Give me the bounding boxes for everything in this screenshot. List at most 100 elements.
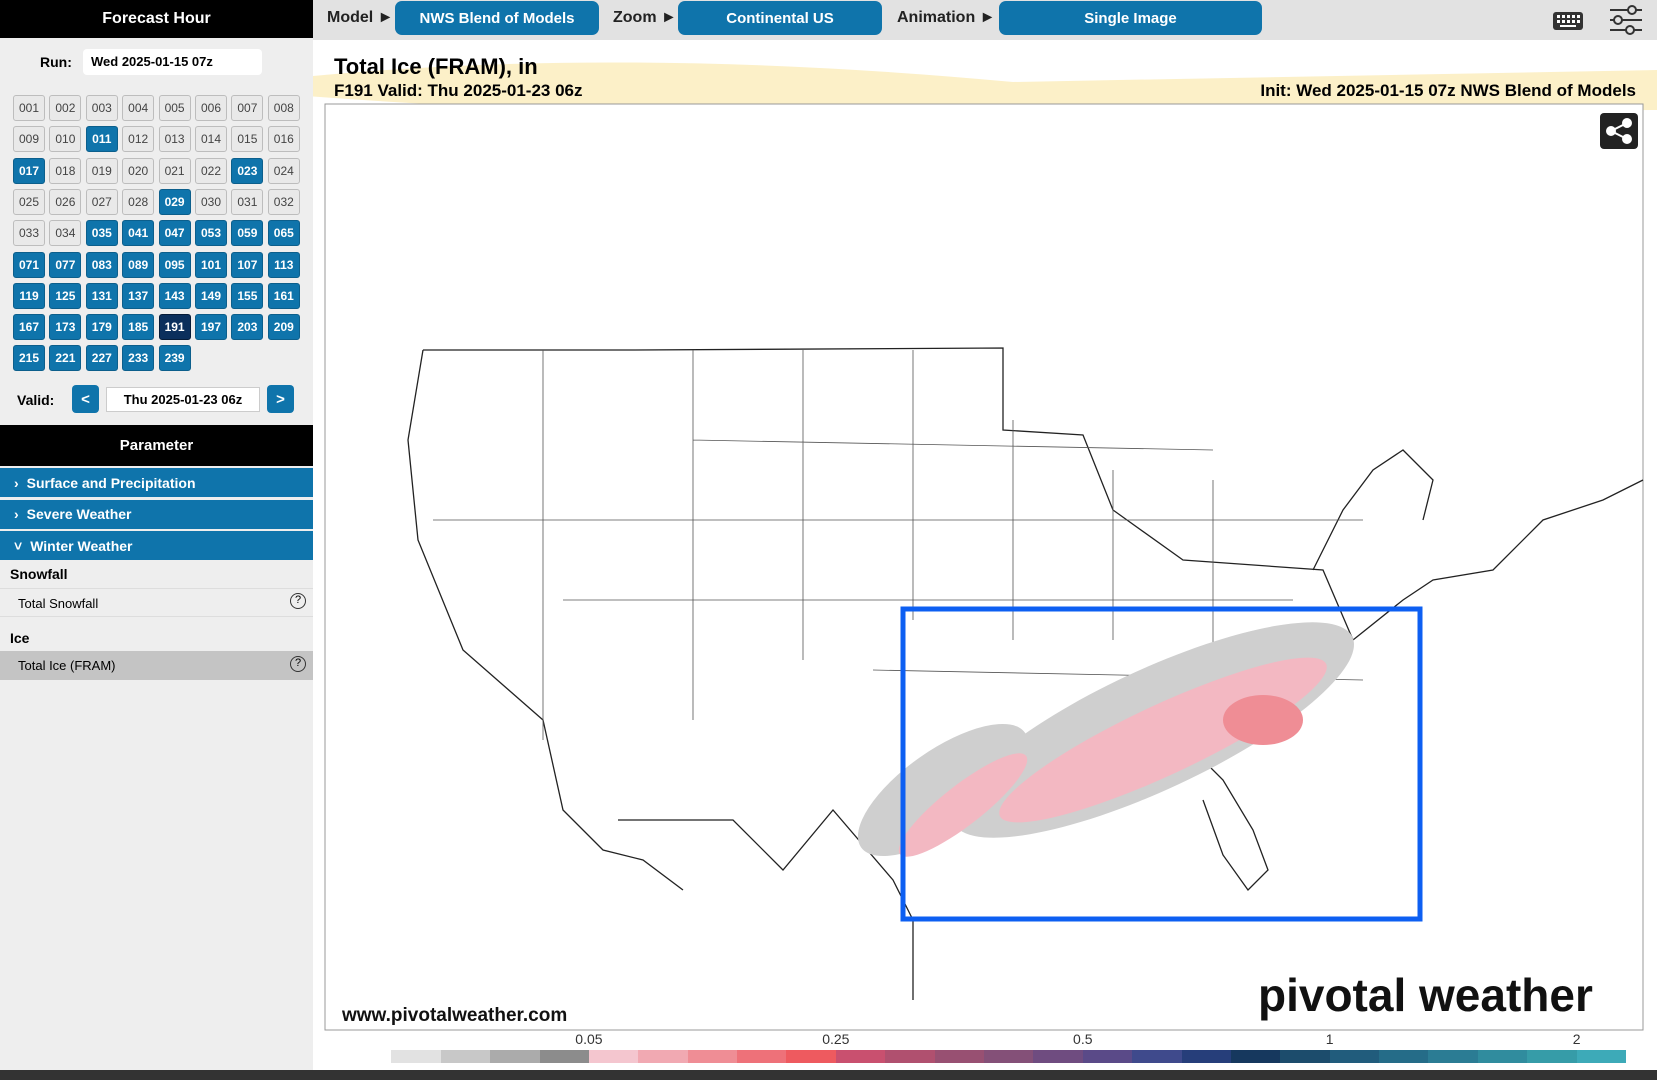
hour-button[interactable]: 033: [13, 220, 45, 247]
colorbar-label: 0.25: [822, 1031, 850, 1047]
run-select[interactable]: Wed 2025-01-15 07z: [83, 49, 262, 75]
hour-button[interactable]: 006: [195, 95, 227, 121]
hour-button[interactable]: 020: [122, 157, 155, 184]
hour-button[interactable]: 041: [122, 220, 155, 247]
prev-button[interactable]: <: [72, 385, 99, 413]
hour-button[interactable]: 007: [231, 95, 264, 121]
next-button[interactable]: >: [267, 385, 294, 413]
hour-button[interactable]: 077: [49, 251, 82, 278]
hour-button[interactable]: 149: [195, 282, 227, 309]
hour-button[interactable]: 143: [158, 282, 191, 309]
hour-button[interactable]: 197: [195, 314, 227, 341]
zoom-button[interactable]: Continental US: [678, 1, 882, 35]
hour-button[interactable]: 029: [158, 188, 191, 215]
colorbar-swatch: [885, 1050, 936, 1063]
hour-button[interactable]: 011: [85, 126, 118, 153]
hour-button[interactable]: 179: [85, 314, 118, 341]
hour-button[interactable]: 191: [158, 314, 191, 341]
hour-button[interactable]: 017: [13, 157, 45, 184]
hour-button[interactable]: 131: [85, 282, 118, 309]
hour-button[interactable]: 101: [195, 251, 227, 278]
hour-button[interactable]: 031: [231, 188, 264, 215]
hour-button[interactable]: 137: [122, 282, 155, 309]
hour-button[interactable]: 005: [158, 95, 191, 121]
section-header[interactable]: ˅ Winter Weather: [0, 531, 313, 560]
hour-button[interactable]: 028: [122, 188, 155, 215]
hour-button[interactable]: 047: [158, 220, 191, 247]
hour-button[interactable]: 027: [85, 188, 118, 215]
hour-button[interactable]: 095: [158, 251, 191, 278]
hour-button[interactable]: 003: [85, 95, 118, 121]
hour-button[interactable]: 019: [85, 157, 118, 184]
hour-button[interactable]: 209: [267, 314, 300, 341]
section-header[interactable]: › Severe Weather: [0, 499, 313, 529]
hour-button[interactable]: 173: [49, 314, 82, 341]
hour-button[interactable]: 167: [13, 314, 45, 341]
hour-button[interactable]: 161: [267, 282, 300, 309]
hour-button[interactable]: 018: [49, 157, 82, 184]
hour-button[interactable]: 014: [195, 126, 227, 153]
hour-button[interactable]: 013: [158, 126, 191, 153]
sidebar-title: Forecast Hour: [0, 0, 313, 38]
hour-button[interactable]: 001: [13, 95, 45, 121]
hour-button[interactable]: 239: [158, 345, 191, 372]
share-button[interactable]: [1600, 113, 1638, 149]
hour-button[interactable]: 113: [267, 251, 300, 278]
hour-button[interactable]: 025: [13, 188, 45, 215]
param-item[interactable]: Total Snowfall: [0, 588, 313, 617]
top-icons[interactable]: [1550, 4, 1650, 36]
hour-button[interactable]: 071: [13, 251, 45, 278]
hour-button[interactable]: 002: [49, 95, 82, 121]
hour-button[interactable]: 089: [122, 251, 155, 278]
colorbar-swatch: [984, 1050, 1034, 1063]
hour-button[interactable]: 021: [158, 157, 191, 184]
hour-button[interactable]: 015: [231, 126, 264, 153]
param-item-selected[interactable]: Total Ice (FRAM): [0, 651, 313, 680]
bottom-strip: [0, 1070, 1657, 1080]
hour-button[interactable]: 016: [267, 126, 300, 153]
colorbar-swatch: [687, 1050, 738, 1063]
hour-button[interactable]: 065: [267, 220, 300, 247]
hour-button[interactable]: 012: [122, 126, 155, 153]
hour-button[interactable]: 024: [267, 157, 300, 184]
hour-button[interactable]: 010: [49, 126, 82, 153]
hour-button[interactable]: 030: [195, 188, 227, 215]
colorbar-label: 0.5: [1073, 1031, 1093, 1047]
colorbar-swatch: [934, 1050, 985, 1063]
hour-button[interactable]: 119: [13, 282, 45, 309]
hour-button[interactable]: 004: [122, 95, 155, 121]
hour-button[interactable]: 032: [267, 188, 300, 215]
hour-button[interactable]: 215: [13, 345, 45, 372]
hour-button[interactable]: 008: [267, 95, 300, 121]
help-icon[interactable]: ?: [290, 593, 306, 609]
colorbar-swatch: [490, 1050, 541, 1063]
section-title: Winter Weather: [30, 537, 133, 554]
hour-button[interactable]: 107: [231, 251, 264, 278]
hour-button[interactable]: 125: [49, 282, 82, 309]
hour-button[interactable]: 022: [195, 157, 227, 184]
hour-button[interactable]: 083: [85, 251, 118, 278]
hour-button[interactable]: 034: [49, 220, 82, 247]
model-button[interactable]: NWS Blend of Models: [395, 1, 599, 35]
hour-button[interactable]: 221: [49, 345, 82, 372]
help-icon[interactable]: ?: [290, 656, 306, 672]
hour-button[interactable]: 026: [49, 188, 82, 215]
colorbar-swatch: [1329, 1050, 1380, 1063]
hour-button[interactable]: 035: [85, 220, 118, 247]
colorbar-swatch: [835, 1050, 886, 1063]
section-header[interactable]: › Surface and Precipitation: [0, 468, 313, 497]
hour-button[interactable]: 059: [231, 220, 264, 247]
hour-button[interactable]: 155: [231, 282, 264, 309]
colorbar-label: 0.05: [575, 1031, 603, 1047]
hour-button[interactable]: 185: [122, 314, 155, 341]
hour-button[interactable]: 233: [122, 345, 155, 372]
hour-button[interactable]: 227: [85, 345, 118, 372]
map-title: Total Ice (FRAM), in: [334, 54, 538, 79]
animation-button[interactable]: Single Image: [999, 1, 1262, 35]
hour-button[interactable]: 053: [195, 220, 227, 247]
hour-button[interactable]: 203: [231, 314, 264, 341]
hour-button[interactable]: 023: [231, 157, 264, 184]
hour-button[interactable]: 009: [13, 126, 45, 153]
valid-field[interactable]: Thu 2025-01-23 06z: [106, 387, 260, 412]
